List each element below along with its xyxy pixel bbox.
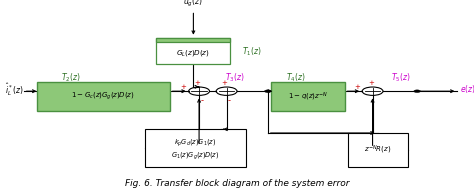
Text: +: + — [354, 84, 360, 90]
Circle shape — [414, 90, 420, 93]
Text: $T_3(z)$: $T_3(z)$ — [225, 72, 245, 84]
Circle shape — [264, 90, 271, 93]
Bar — [271, 82, 345, 111]
Text: $T_1(z)$: $T_1(z)$ — [242, 45, 261, 58]
Text: $k_p G_d(z)G_1(z)$: $k_p G_d(z)G_1(z)$ — [174, 138, 217, 149]
Text: $G_1(z)G_g(z)D(z)$: $G_1(z)G_g(z)D(z)$ — [171, 150, 220, 161]
Text: $\hat{i}_L^*(z)$: $\hat{i}_L^*(z)$ — [5, 81, 23, 98]
Text: $u_g(z)$: $u_g(z)$ — [183, 0, 203, 9]
Text: $G_L(z)D(z)$: $G_L(z)D(z)$ — [176, 48, 210, 58]
Text: -: - — [228, 96, 231, 105]
Text: +: + — [222, 80, 228, 86]
Text: $T_4(z)$: $T_4(z)$ — [286, 72, 306, 84]
Text: $z^{-N}R(z)$: $z^{-N}R(z)$ — [365, 144, 392, 156]
Bar — [156, 38, 230, 42]
Text: $T_2(z)$: $T_2(z)$ — [61, 72, 81, 84]
Text: $T_5(z)$: $T_5(z)$ — [391, 72, 410, 84]
Text: +: + — [194, 80, 200, 86]
Bar — [145, 129, 246, 167]
Text: -: - — [201, 96, 203, 105]
Text: $1-q(z)z^{-N}$: $1-q(z)z^{-N}$ — [288, 90, 328, 103]
Text: +: + — [369, 80, 374, 86]
Bar — [37, 82, 170, 111]
Text: $1-G_c(z)G_g(z)D(z)$: $1-G_c(z)G_g(z)D(z)$ — [72, 91, 135, 102]
Text: $e(z)$: $e(z)$ — [460, 83, 474, 95]
Bar — [348, 133, 408, 167]
Text: +: + — [181, 84, 186, 90]
Text: Fig. 6. Transfer block diagram of the system error: Fig. 6. Transfer block diagram of the sy… — [125, 179, 349, 188]
Bar — [156, 38, 230, 64]
